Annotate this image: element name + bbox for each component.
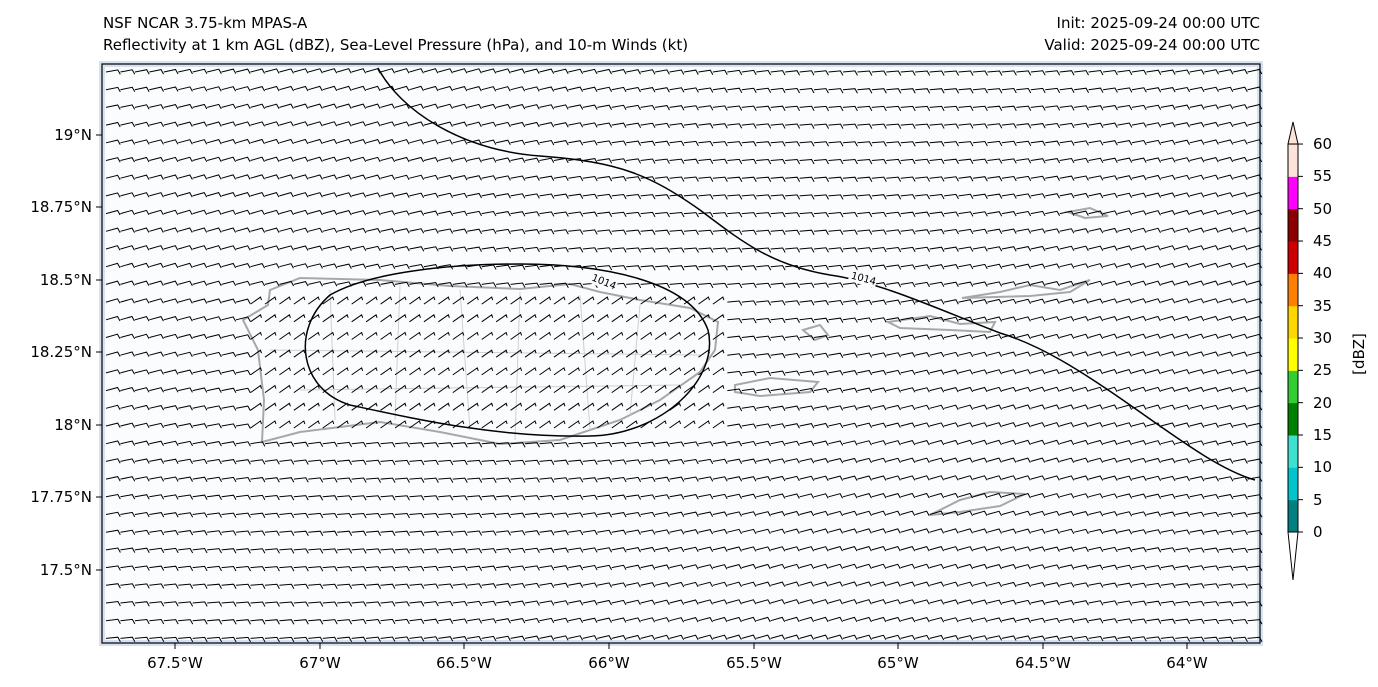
colorbar-segment — [1288, 499, 1298, 533]
colorbar-tick-label: 15 — [1313, 426, 1333, 444]
colorbar-tick-label: 25 — [1313, 361, 1333, 380]
lat-label: 18°N — [54, 416, 92, 434]
colorbar-segment — [1288, 176, 1298, 210]
colorbar-segment — [1288, 370, 1298, 404]
colorbar-label: [dBZ] — [1349, 333, 1368, 375]
lon-label: 66°W — [588, 654, 630, 672]
lat-label: 18.5°N — [39, 271, 92, 289]
colorbar-segment — [1288, 402, 1298, 436]
wind-barb — [105, 68, 1263, 643]
lat-label: 18.25°N — [30, 343, 92, 361]
lat-label: 18.75°N — [30, 198, 92, 216]
lon-label: 67.5°W — [147, 654, 203, 672]
colorbar-segment — [1288, 241, 1298, 274]
vieques-coast — [734, 376, 820, 398]
st-thomas-coast — [884, 314, 997, 334]
colorbar-segment — [1288, 144, 1298, 177]
colorbar-segment — [1288, 273, 1298, 307]
colorbar-segment — [1288, 435, 1298, 468]
municipal-borders — [269, 284, 701, 441]
lon-label: 64.5°W — [1015, 654, 1071, 672]
init-time: Init: 2025-09-24 00:00 UTC — [1056, 14, 1260, 32]
colorbar-tick-label: 45 — [1313, 232, 1333, 251]
culebra-coast — [800, 323, 830, 342]
lon-label: 67°W — [299, 654, 341, 672]
slp-contours — [304, 67, 1256, 481]
anguilla-coast — [1064, 206, 1109, 220]
colorbar-tick-label: 5 — [1313, 490, 1323, 509]
colorbar-extend-min — [1287, 531, 1299, 581]
axis-ticks — [96, 134, 1188, 649]
colorbar-tick-label: 60 — [1313, 135, 1333, 154]
tortola-coast — [961, 279, 1091, 299]
puerto-rico-coast — [241, 276, 720, 446]
colorbar-segment — [1288, 467, 1298, 501]
map-frame — [101, 63, 1261, 644]
colorbar-segment — [1288, 208, 1298, 242]
wind-barbs — [105, 68, 1263, 643]
colorbar-segment — [1288, 305, 1298, 339]
lat-label: 17.5°N — [39, 561, 92, 579]
colorbar-tick-label: 10 — [1313, 458, 1333, 477]
colorbar-tick-label: 55 — [1313, 167, 1333, 186]
colorbar-tick-label: 20 — [1313, 393, 1333, 412]
lat-label: 17.75°N — [30, 488, 92, 506]
colorbar-tick-label: 30 — [1313, 329, 1333, 348]
lat-label: 19°N — [54, 126, 92, 144]
title-fields: Reflectivity at 1 km AGL (dBZ), Sea-Leve… — [103, 36, 689, 54]
slp-contour-1014-closed — [304, 263, 711, 437]
colorbar — [1287, 121, 1303, 581]
colorbar-tick-label: 0 — [1313, 523, 1323, 541]
colorbar-tick-label: 40 — [1313, 264, 1333, 283]
coastlines — [241, 206, 1109, 516]
colorbar-extend-max — [1287, 121, 1299, 145]
lon-label: 65°W — [877, 654, 919, 672]
colorbar-tick-label: 50 — [1313, 199, 1333, 218]
lon-label: 64°W — [1166, 654, 1208, 672]
slp-contour-1014-open — [377, 67, 1256, 481]
colorbar-segment — [1288, 338, 1298, 371]
valid-time: Valid: 2025-09-24 00:00 UTC — [1044, 36, 1260, 54]
lon-label: 65.5°W — [726, 654, 782, 672]
colorbar-tick-label: 35 — [1313, 296, 1333, 315]
title-model: NSF NCAR 3.75-km MPAS-A — [103, 14, 308, 32]
lon-label: 66.5°W — [436, 654, 492, 672]
